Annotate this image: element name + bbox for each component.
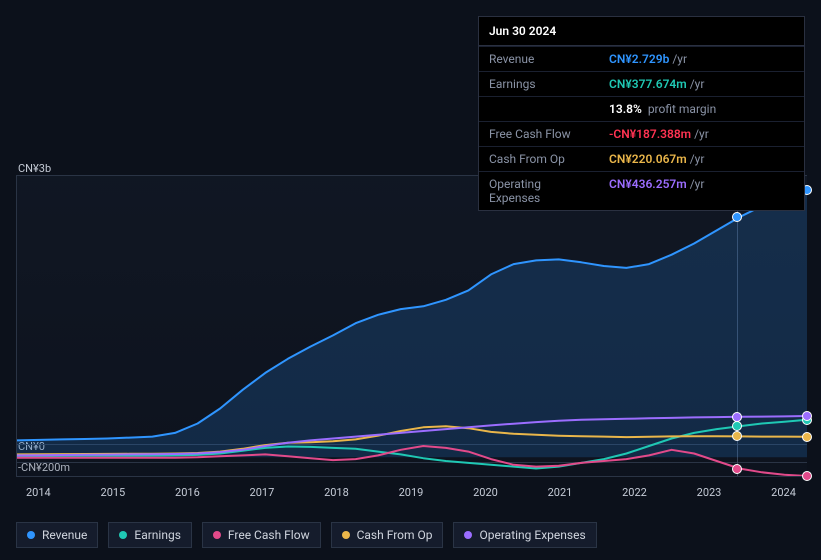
marker-operating_expenses — [732, 412, 742, 422]
legend-item-cash-from-op[interactable]: Cash From Op — [331, 522, 444, 548]
marker-free_cash_flow — [732, 464, 742, 474]
chart-svg — [17, 176, 807, 476]
tooltip-value: CN¥436.257m/yr — [599, 171, 804, 210]
tooltip-value: CN¥377.674m/yr — [599, 71, 804, 96]
x-axis-label: 2020 — [473, 486, 498, 499]
tooltip-panel: Jun 30 2024 RevenueCN¥2.729b/yrEarningsC… — [478, 16, 805, 211]
legend-dot — [342, 531, 350, 539]
legend-item-free-cash-flow[interactable]: Free Cash Flow — [202, 522, 321, 548]
tooltip-label: Revenue — [479, 46, 599, 71]
x-axis-label: 2014 — [26, 486, 51, 499]
legend-label: Cash From Op — [357, 528, 433, 542]
x-axis-label: 2022 — [622, 486, 647, 499]
y-axis-label: CN¥3b — [18, 162, 51, 175]
chart-area — [16, 175, 807, 477]
x-axis-label: 2016 — [175, 486, 200, 499]
tooltip-label — [479, 96, 599, 121]
legend-item-operating-expenses[interactable]: Operating Expenses — [453, 522, 596, 548]
tooltip-value: 13.8% profit margin — [599, 96, 804, 121]
x-axis-label: 2015 — [101, 486, 126, 499]
legend-dot — [213, 531, 221, 539]
tooltip-date: Jun 30 2024 — [479, 17, 804, 46]
tooltip-label: Free Cash Flow — [479, 121, 599, 146]
x-axis-label: 2024 — [771, 486, 796, 499]
legend-label: Free Cash Flow — [228, 528, 310, 542]
tooltip-label: Operating Expenses — [479, 171, 599, 210]
tooltip-value: CN¥220.067m/yr — [599, 146, 804, 171]
marker-revenue — [732, 212, 742, 222]
legend-item-revenue[interactable]: Revenue — [16, 522, 98, 548]
x-axis-label: 2023 — [697, 486, 722, 499]
tooltip-label: Earnings — [479, 71, 599, 96]
legend-dot — [119, 531, 127, 539]
marker-cash_from_op — [732, 431, 742, 441]
legend-label: Operating Expenses — [479, 528, 585, 542]
tooltip-value: -CN¥187.388m/yr — [599, 121, 804, 146]
tooltip-value: CN¥2.729b/yr — [599, 46, 804, 71]
legend-label: Earnings — [134, 528, 181, 542]
marker-earnings — [732, 421, 742, 431]
end-marker-operating_expenses — [802, 411, 812, 421]
x-axis-label: 2018 — [324, 486, 349, 499]
tooltip-label: Cash From Op — [479, 146, 599, 171]
x-axis-label: 2021 — [548, 486, 573, 499]
legend-label: Revenue — [42, 528, 87, 542]
legend: Revenue Earnings Free Cash Flow Cash From O… — [16, 522, 597, 548]
legend-item-earnings[interactable]: Earnings — [108, 522, 192, 548]
legend-dot — [27, 531, 35, 539]
end-marker-cash_from_op — [802, 432, 812, 442]
x-axis: 2014 2015 2016 2017 2018 2019 2020 2021 2022 2023… — [16, 486, 806, 499]
legend-dot — [464, 531, 472, 539]
tooltip-grid: RevenueCN¥2.729b/yrEarningsCN¥377.674m/y… — [479, 46, 804, 210]
x-axis-label: 2017 — [250, 486, 275, 499]
x-axis-label: 2019 — [399, 486, 424, 499]
end-marker-free_cash_flow — [802, 471, 812, 481]
